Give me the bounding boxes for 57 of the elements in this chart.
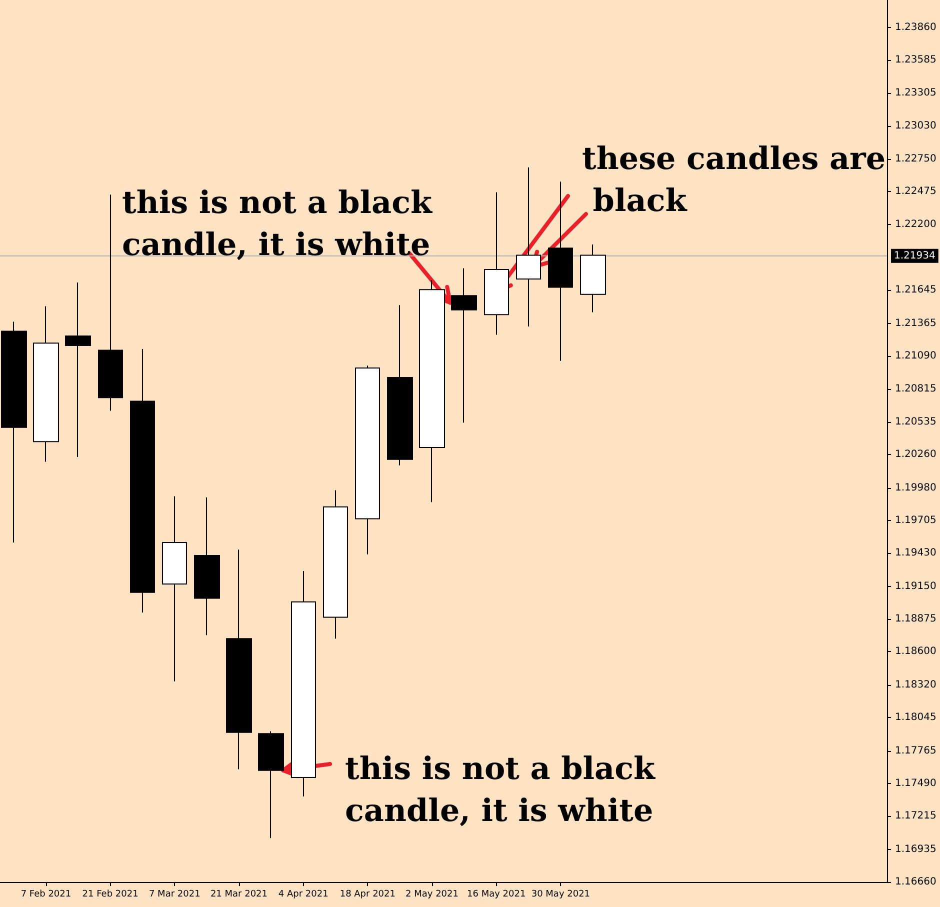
y-tick-label: 1.18875 [895, 614, 936, 625]
annotation: these candles are black [582, 141, 886, 219]
x-tick-label: 7 Mar 2021 [148, 890, 200, 900]
y-tick-label: 1.21365 [895, 318, 936, 329]
x-tick-label: 21 Mar 2021 [210, 890, 268, 900]
y-tick-label: 1.20535 [895, 416, 936, 428]
x-tick-label: 30 May 2021 [531, 890, 590, 900]
y-tick-label: 1.18045 [895, 712, 936, 724]
y-tick-label: 1.22750 [895, 154, 936, 165]
y-tick-label: 1.19430 [895, 548, 936, 559]
y-tick-label: 1.23030 [895, 120, 936, 132]
y-tick-label: 1.19980 [895, 482, 936, 494]
annotation: this is not a black candle, it is white [122, 185, 443, 263]
candlestick [226, 549, 252, 770]
y-tick-label: 1.18600 [895, 646, 936, 658]
candlestick [387, 304, 413, 466]
y-tick-label: 1.19705 [895, 515, 936, 526]
y-tick-label: 1.17765 [895, 745, 936, 756]
x-tick-label: 7 Feb 2021 [20, 890, 72, 900]
candlestick [516, 166, 541, 327]
y-tick-label: 1.16935 [895, 844, 936, 855]
candlestick [451, 268, 477, 424]
y-tick-label: 1.23305 [895, 88, 936, 99]
candlestick [194, 496, 220, 636]
candlestick [130, 348, 155, 614]
y-tick-label: 1.23585 [895, 54, 936, 66]
y-tick-label: 1.20815 [895, 383, 936, 394]
candlestick [65, 282, 91, 458]
x-tick-label: 4 Apr 2021 [278, 890, 328, 900]
candlestick [548, 181, 573, 362]
candlestick [323, 490, 348, 640]
x-tick-label: 18 Apr 2021 [340, 890, 396, 900]
candlestick [258, 730, 284, 839]
y-tick-label: 1.20260 [895, 449, 936, 460]
y-tick-label: 1.16660 [895, 876, 936, 888]
y-tick-label: 1.21090 [895, 350, 936, 362]
candlestick [355, 365, 380, 555]
y-tick-label: 1.22475 [895, 186, 936, 198]
y-tick-label: 1.23860 [895, 22, 936, 33]
candlestick [580, 244, 606, 313]
candlestick [419, 280, 445, 503]
x-tick-label: 21 Feb 2021 [82, 890, 138, 900]
y-tick-label: 1.19150 [895, 580, 936, 592]
candlestick [1, 321, 27, 543]
candlestick [98, 194, 123, 412]
x-tick-label: 2 May 2021 [406, 890, 458, 900]
candlestick [33, 306, 59, 462]
y-tick-label: 1.17490 [895, 778, 936, 789]
annotation: this is not a black candle, it is white [345, 751, 666, 829]
candlestick [162, 496, 187, 682]
candlestick [291, 570, 316, 798]
y-tick-label: 1.17215 [895, 810, 936, 822]
y-tick-label: 1.18320 [895, 679, 936, 690]
ref-line-label: 1.21934 [894, 250, 936, 262]
x-tick-label: 16 May 2021 [467, 890, 526, 900]
y-tick-label: 1.21645 [895, 284, 936, 296]
y-tick-label: 1.22200 [895, 218, 936, 230]
